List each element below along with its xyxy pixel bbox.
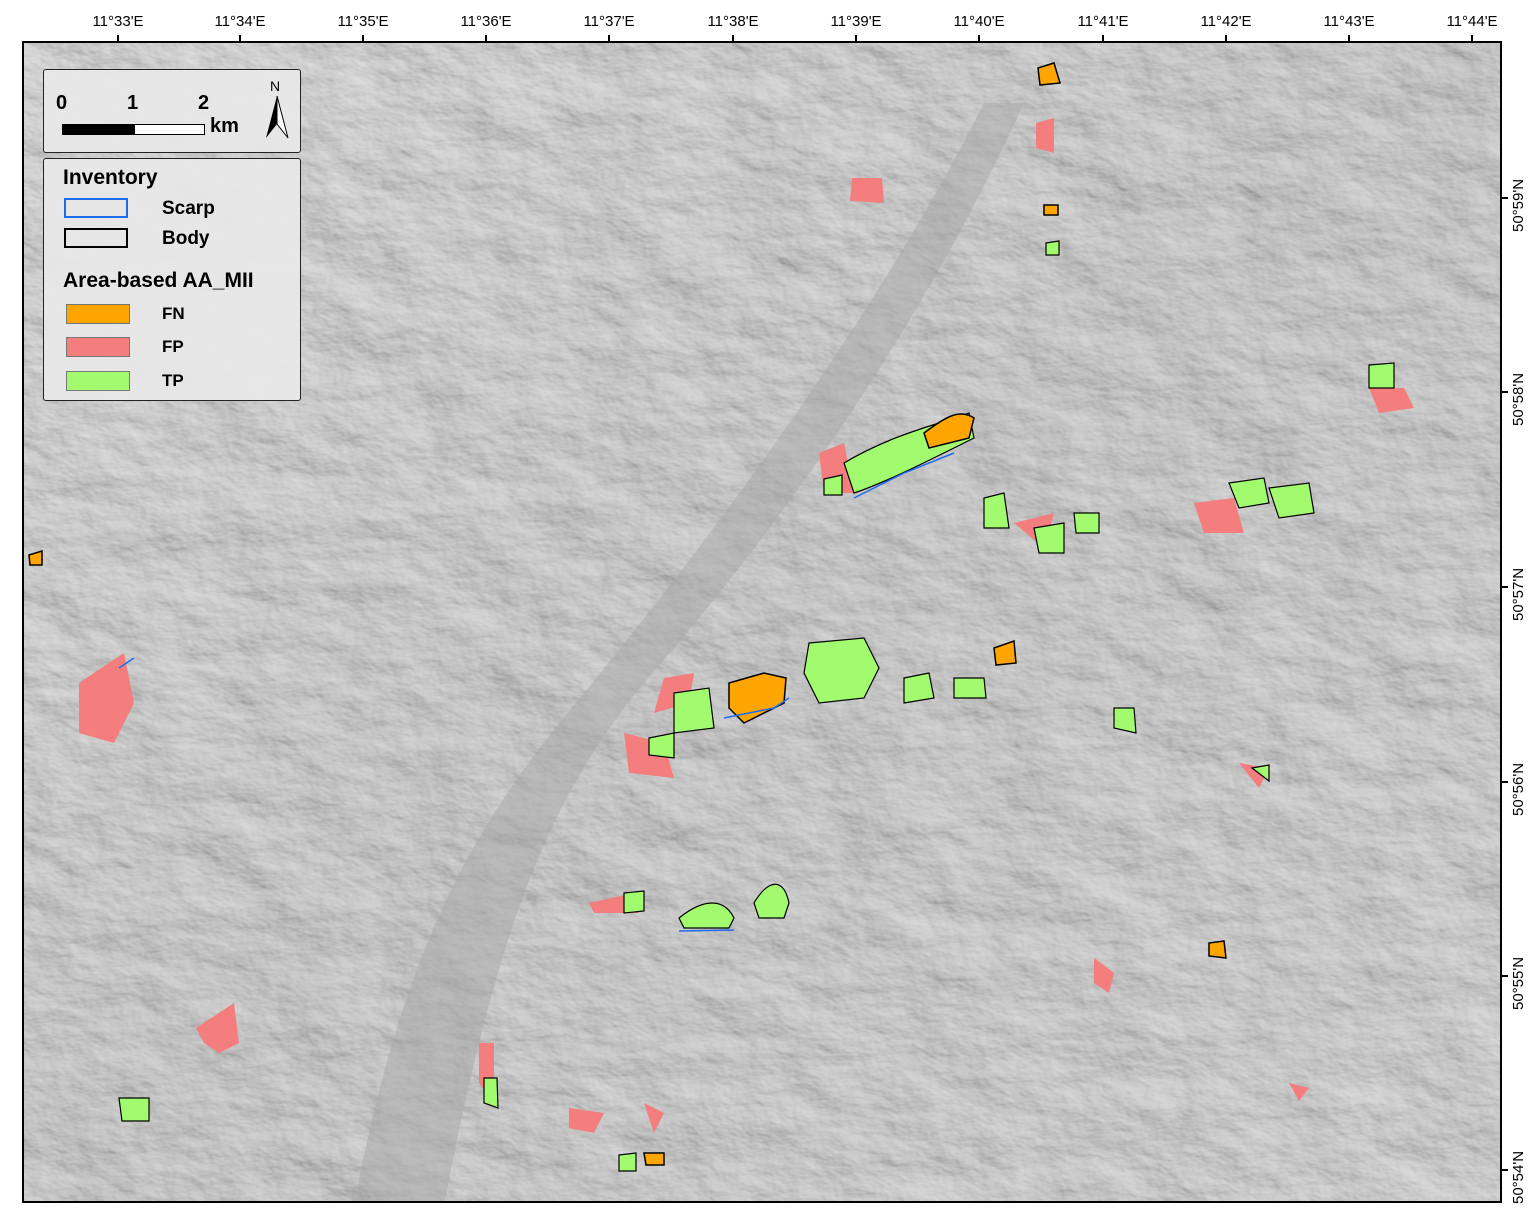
longitude-tick-mark <box>1471 35 1473 42</box>
longitude-tick-label: 11°40'E <box>953 13 1005 30</box>
longitude-tick-label: 11°44'E <box>1446 13 1498 30</box>
tp-swatch <box>66 371 130 391</box>
longitude-tick-label: 11°38'E <box>707 13 759 30</box>
north-arrow-icon <box>266 95 289 139</box>
body-swatch <box>64 228 128 248</box>
legend-fn: FN <box>162 304 185 323</box>
longitude-tick-label: 11°37'E <box>583 13 635 30</box>
latitude-tick-mark <box>1500 781 1508 783</box>
latitude-tick-label: 50°56'N <box>1510 762 1527 816</box>
tp-polygons <box>118 240 1395 1172</box>
longitude-tick-label: 11°42'E <box>1200 13 1252 30</box>
legend: Inventory Scarp Body Area-based AA_MII F… <box>43 158 301 401</box>
fn-swatch <box>66 304 130 324</box>
longitude-tick-label: 11°34'E <box>214 13 266 30</box>
longitude-tick-mark <box>732 35 734 42</box>
longitude-tick-mark <box>855 35 857 42</box>
scalebar-black-segment <box>62 124 134 135</box>
legend-scarp: Scarp <box>162 198 215 219</box>
fn-polygons <box>28 62 1227 1166</box>
legend-accuracy-title: Area-based AA_MII <box>63 269 254 292</box>
scalebar-box: 0 1 2 km N <box>43 69 301 153</box>
legend-inventory-title: Inventory <box>63 166 158 189</box>
latitude-tick-label: 50°59'N <box>1510 178 1527 232</box>
scalebar-white-segment <box>134 124 205 135</box>
longitude-tick-label: 11°35'E <box>337 13 389 30</box>
scalebar-label-2: 2 <box>198 92 210 114</box>
longitude-tick-mark <box>362 35 364 42</box>
latitude-tick-label: 50°57'N <box>1510 567 1527 621</box>
scarp-outlines <box>118 452 955 932</box>
scalebar-label-0: 0 <box>56 92 68 114</box>
latitude-tick-label: 50°55'N <box>1510 956 1527 1010</box>
longitude-tick-mark <box>1348 35 1350 42</box>
latitude-tick-mark <box>1500 586 1508 588</box>
scalebar-label-1: 1 <box>127 92 139 114</box>
legend-fp: FP <box>162 337 184 356</box>
longitude-tick-label: 11°43'E <box>1323 13 1375 30</box>
longitude-tick-mark <box>1102 35 1104 42</box>
longitude-tick-label: 11°39'E <box>830 13 882 30</box>
longitude-tick-mark <box>117 35 119 42</box>
latitude-tick-mark <box>1500 1169 1508 1171</box>
longitude-tick-label: 11°33'E <box>92 13 144 30</box>
longitude-tick-mark <box>239 35 241 42</box>
longitude-tick-label: 11°36'E <box>460 13 512 30</box>
scarp-swatch <box>64 198 128 218</box>
legend-body: Body <box>162 228 210 249</box>
latitude-tick-label: 50°58'N <box>1510 372 1527 426</box>
latitude-tick-mark <box>1500 975 1508 977</box>
legend-tp: TP <box>162 371 184 390</box>
longitude-tick-label: 11°41'E <box>1077 13 1129 30</box>
scalebar-unit: km <box>210 115 239 137</box>
longitude-tick-mark <box>1225 35 1227 42</box>
longitude-tick-mark <box>608 35 610 42</box>
longitude-tick-mark <box>978 35 980 42</box>
landslide-polygons <box>28 62 1414 1172</box>
latitude-tick-mark <box>1500 391 1508 393</box>
latitude-tick-label: 50°54'N <box>1510 1150 1527 1204</box>
fp-swatch <box>66 337 130 357</box>
longitude-tick-mark <box>485 35 487 42</box>
north-label: N <box>270 78 281 94</box>
latitude-tick-mark <box>1500 197 1508 199</box>
